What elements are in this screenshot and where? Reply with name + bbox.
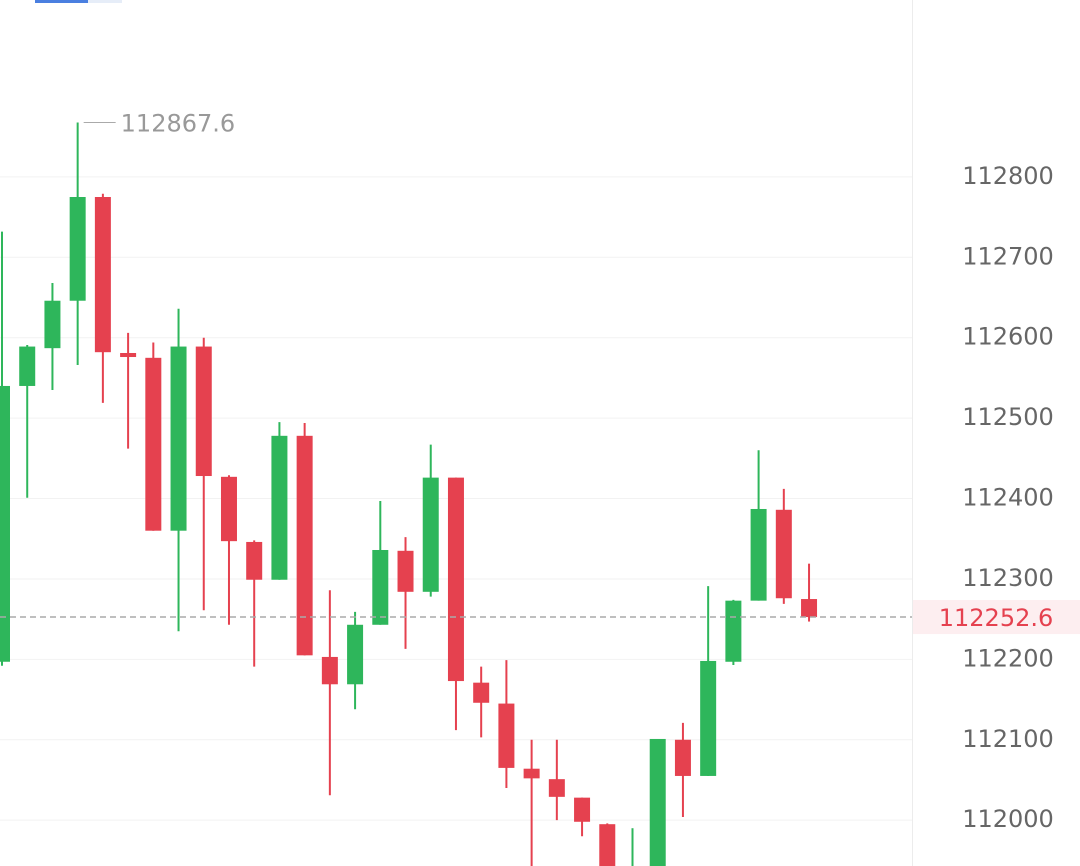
- candle-body: [649, 738, 666, 866]
- y-tick-label: 112800: [962, 162, 1054, 190]
- candle-body: [397, 550, 414, 592]
- candle-body: [574, 797, 591, 822]
- candle-body: [674, 739, 691, 776]
- candle-body: [422, 477, 439, 592]
- y-tick-label: 112000: [962, 805, 1054, 833]
- y-tick-label: 112400: [962, 484, 1054, 512]
- candle-body: [725, 600, 742, 662]
- y-tick-label: 112200: [962, 644, 1054, 672]
- candle-body: [548, 779, 565, 797]
- candle-body: [347, 624, 364, 685]
- tab-indicator-track: [88, 0, 122, 3]
- candle-body: [498, 703, 515, 768]
- candle-body: [94, 197, 111, 353]
- candle-body: [296, 435, 313, 656]
- current-price-bg: [913, 600, 1080, 635]
- candle-body: [120, 352, 137, 358]
- candle-body: [523, 768, 540, 779]
- candle-body: [195, 346, 212, 477]
- candle-body: [69, 197, 86, 301]
- tab-indicator: [35, 0, 88, 3]
- candle-body: [0, 385, 10, 662]
- candle-body: [801, 599, 818, 618]
- candle-body: [170, 346, 187, 531]
- candle-body: [44, 300, 61, 349]
- y-tick-label: 112100: [962, 725, 1054, 753]
- candle-body: [599, 824, 616, 866]
- candle-body: [271, 435, 288, 580]
- y-tick-label: 112300: [962, 564, 1054, 592]
- max-price-label: 112867.6: [121, 110, 236, 138]
- candle-body: [220, 476, 237, 542]
- y-tick-label: 112500: [962, 403, 1054, 431]
- candle-body: [145, 357, 162, 531]
- candle-body: [473, 682, 490, 703]
- candle-body: [372, 549, 389, 625]
- candle-body: [447, 477, 464, 682]
- candle-body: [321, 656, 338, 685]
- candle-body: [19, 346, 36, 386]
- candle-body: [750, 508, 767, 601]
- candle-body: [700, 660, 717, 776]
- candle-body: [246, 541, 263, 580]
- y-tick-label: 112700: [962, 242, 1054, 270]
- current-price-label: 112252.6: [939, 604, 1054, 632]
- y-tick-label: 112600: [962, 323, 1054, 351]
- candle-body: [775, 509, 792, 599]
